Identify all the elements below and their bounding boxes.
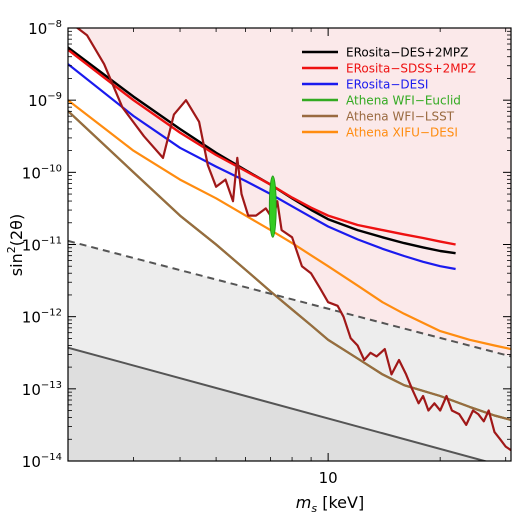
y-tick-exponent: −8 (47, 19, 62, 30)
y-tick-exponent: −9 (47, 91, 62, 102)
y-axis-superscript: 2 (5, 246, 18, 253)
y-tick-base: 10 (22, 237, 41, 255)
legend-label: ERosita−SDSS+2MPZ (346, 62, 476, 76)
x-axis-label: ms [keV] (296, 493, 364, 515)
y-tick-label: 10−9 (28, 91, 62, 110)
y-tick-exponent: −10 (41, 163, 62, 174)
y-tick-base: 10 (22, 309, 41, 327)
series-line-4 (68, 110, 511, 421)
series-line-0 (68, 46, 456, 255)
markers (268, 175, 277, 238)
y-axis-label: sin2(2θ) (5, 214, 26, 276)
series-line-6 (68, 239, 511, 358)
legend: ERosita−DES+2MPZ ERosita−SDSS+2MPZ ERosita… (302, 46, 476, 140)
y-tick-base: 10 (28, 20, 47, 38)
series-line-7 (68, 346, 489, 461)
y-tick-base: 10 (22, 453, 41, 471)
legend-label: Athena WFI−Euclid (346, 94, 461, 108)
y-tick-label: 10−10 (22, 163, 62, 182)
y-tick-label: 10−8 (28, 19, 62, 38)
series-line-1 (68, 48, 456, 246)
legend-label: Athena XIFU−DESI (346, 126, 458, 140)
y-tick-exponent: −11 (41, 236, 62, 247)
series-line-2 (68, 63, 456, 271)
y-tick-base: 10 (28, 92, 47, 110)
y-tick-exponent: −14 (41, 452, 62, 463)
y-tick-exponent: −13 (41, 380, 62, 391)
series-line-5 (68, 99, 511, 351)
marker-0 (268, 175, 277, 238)
legend-label: ERosita−DESI (346, 78, 428, 92)
y-tick-label: 10−12 (22, 308, 62, 327)
y-tick-base: 10 (22, 164, 41, 182)
x-axis-unit: [keV] (317, 493, 364, 512)
y-tick-exponent: −12 (41, 308, 62, 319)
y-tick-label: 10−11 (22, 236, 62, 255)
y-axis-argument: (2θ) (7, 214, 26, 246)
y-tick-base: 10 (22, 381, 41, 399)
x-axis-subscript: s (311, 502, 317, 515)
series-lines (68, 28, 511, 461)
legend-label: Athena WFI−LSST (346, 110, 455, 124)
series-line-8 (75, 28, 511, 452)
x-tick-label: 10 (319, 469, 338, 487)
y-axis-base: sin (7, 253, 26, 276)
legend-label: ERosita−DES+2MPZ (346, 46, 468, 60)
y-tick-label: 10−14 (22, 452, 62, 471)
y-tick-label: 10−13 (22, 380, 62, 399)
x-axis-symbol: m (296, 493, 312, 512)
